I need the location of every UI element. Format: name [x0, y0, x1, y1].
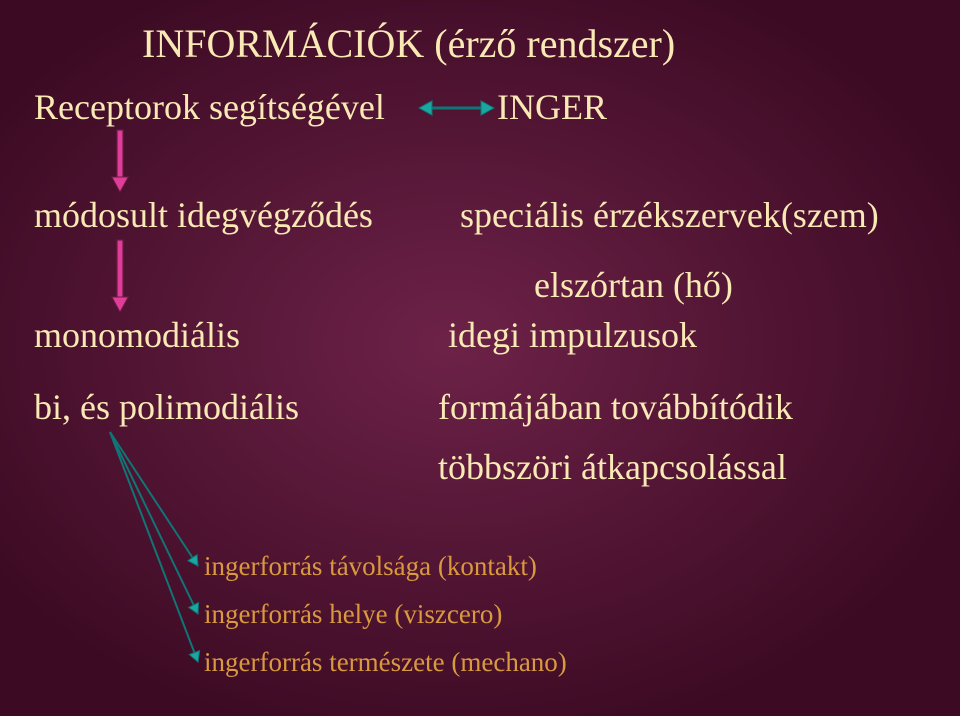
label-monomodialis: monomodiális [34, 316, 240, 356]
label-elszortan: elszórtan (hő) [534, 266, 733, 306]
label-receptorok: Receptorok segítségével [34, 88, 385, 128]
label-tobbszori: többszöri átkapcsolással [438, 448, 787, 488]
sublist-item-3: ingerforrás természete (mechano) [204, 648, 567, 678]
sublist-item-1: ingerforrás távolsága (kontakt) [204, 552, 537, 582]
sublist-item-2: ingerforrás helye (viszcero) [204, 600, 502, 630]
label-modosult: módosult idegvégződés [34, 196, 373, 236]
label-specialis: speciális érzékszervek(szem) [460, 196, 879, 236]
title-text: INFORMÁCIÓK (érző rendszer) [142, 22, 675, 66]
label-idegi: idegi impulzusok [448, 316, 697, 356]
label-formajaban: formájában továbbítódik [438, 388, 793, 428]
label-bipoli: bi, és polimodiális [34, 388, 299, 428]
label-inger: INGER [497, 88, 607, 128]
